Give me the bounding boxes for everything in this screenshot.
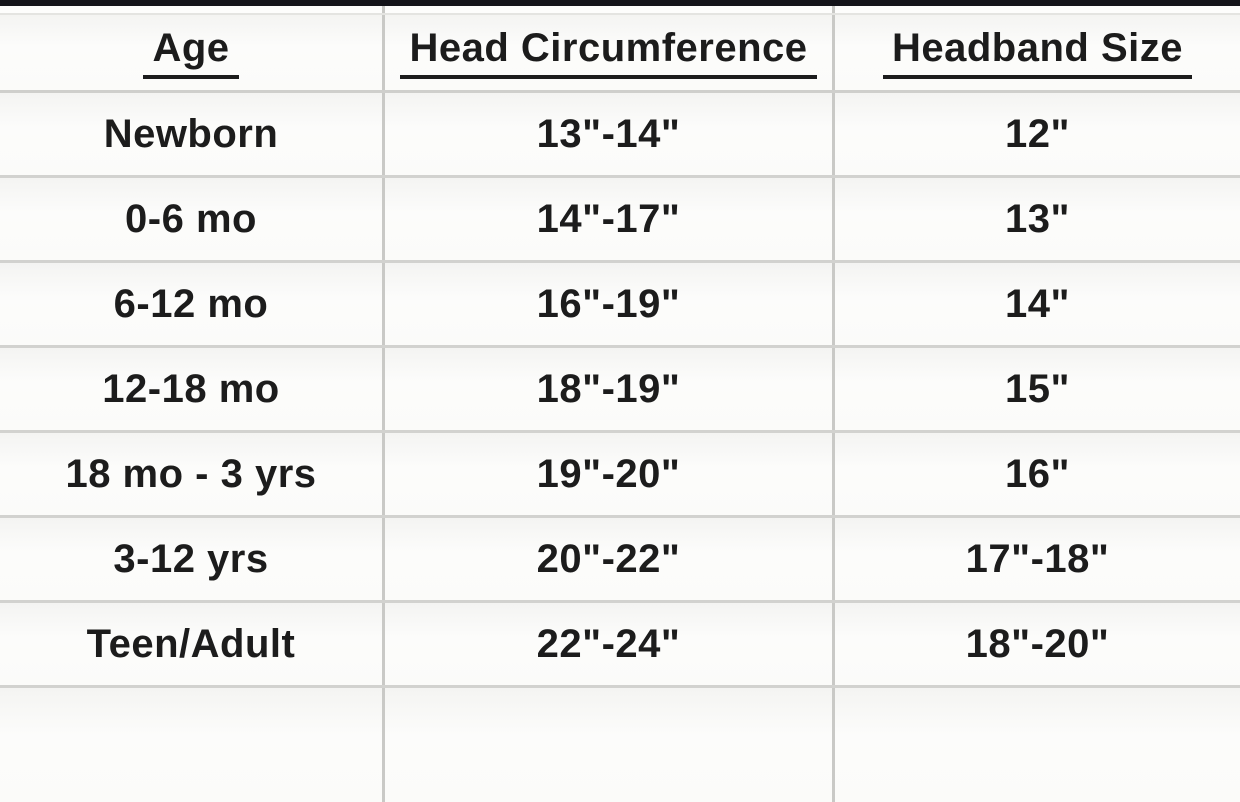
cell-circumference: 14"-17" xyxy=(385,178,835,260)
cell-circumference: 20"-22" xyxy=(385,518,835,600)
cell-age: 0-6 mo xyxy=(0,178,385,260)
cell-circumference: 19"-20" xyxy=(385,433,835,515)
sliver-cell xyxy=(835,6,1240,13)
header-cell-size: Headband Size xyxy=(835,15,1240,90)
top-letterbox-bar xyxy=(0,0,1240,6)
cell-age: 18 mo - 3 yrs xyxy=(0,433,385,515)
cell-size: 13" xyxy=(835,178,1240,260)
header-cell-circumference: Head Circumference xyxy=(385,15,835,90)
header-row: Age Head Circumference Headband Size xyxy=(0,15,1240,93)
cell-size: 18"-20" xyxy=(835,603,1240,685)
sliver-cell xyxy=(0,6,385,13)
cell-age: Newborn xyxy=(0,93,385,175)
cell-circumference: 18"-19" xyxy=(385,348,835,430)
cell-circumference: 13"-14" xyxy=(385,93,835,175)
cell-circumference: 16"-19" xyxy=(385,263,835,345)
table-row-6-12mo: 6-12 mo 16"-19" 14" xyxy=(0,263,1240,348)
cell-age: 3-12 yrs xyxy=(0,518,385,600)
sliver-cell xyxy=(385,6,835,13)
cropped-top-row xyxy=(0,6,1240,15)
cell-age: Teen/Adult xyxy=(0,603,385,685)
cell-size: 17"-18" xyxy=(835,518,1240,600)
cell-age: 6-12 mo xyxy=(0,263,385,345)
header-label-age: Age xyxy=(143,26,239,79)
header-cell-age: Age xyxy=(0,15,385,90)
cell-size: 16" xyxy=(835,433,1240,515)
table-row-12-18mo: 12-18 mo 18"-19" 15" xyxy=(0,348,1240,433)
cell-size: 15" xyxy=(835,348,1240,430)
table-row-18mo-3yrs: 18 mo - 3 yrs 19"-20" 16" xyxy=(0,433,1240,518)
cell-size: 12" xyxy=(835,93,1240,175)
empty-bottom-row xyxy=(0,688,1240,802)
table-row-3-12yrs: 3-12 yrs 20"-22" 17"-18" xyxy=(0,518,1240,603)
table-row-newborn: Newborn 13"-14" 12" xyxy=(0,93,1240,178)
cell-circumference: 22"-24" xyxy=(385,603,835,685)
empty-cell xyxy=(385,688,835,802)
empty-cell xyxy=(0,688,385,802)
table-row-teen-adult: Teen/Adult 22"-24" 18"-20" xyxy=(0,603,1240,688)
table-row-0-6mo: 0-6 mo 14"-17" 13" xyxy=(0,178,1240,263)
cell-age: 12-18 mo xyxy=(0,348,385,430)
cell-size: 14" xyxy=(835,263,1240,345)
header-label-size: Headband Size xyxy=(882,26,1192,79)
empty-cell xyxy=(835,688,1240,802)
header-label-circumference: Head Circumference xyxy=(400,26,817,79)
